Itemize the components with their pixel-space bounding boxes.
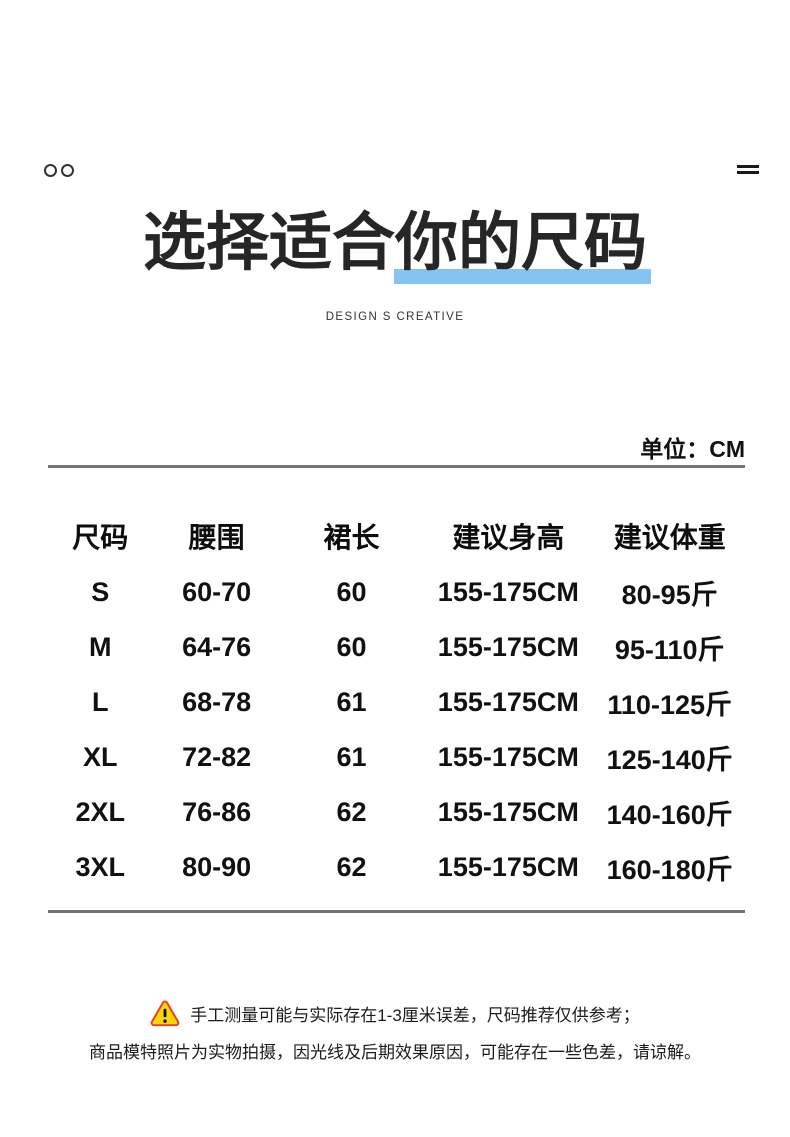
col-header-waist: 腰围	[188, 522, 245, 553]
col-header-length: 裙长	[323, 522, 380, 553]
table-row-s: S 60-70 60 155-175CM 80-95斤	[48, 565, 745, 620]
title-row: 选择适合你的尺码	[0, 201, 790, 285]
divider-top	[48, 465, 745, 468]
col-header-size: 尺码	[72, 522, 129, 553]
cell-waist: 68-78	[182, 687, 252, 717]
circle-icon	[44, 164, 57, 177]
page-title: 选择适合你的尺码	[143, 208, 647, 278]
cell-length: 62	[336, 797, 367, 827]
divider-bottom	[48, 910, 745, 913]
cell-weight: 95-110斤	[614, 635, 725, 665]
size-table: 尺码 腰围 裙长 建议身高 建议体重 S 60-70 60 155-175CM …	[48, 507, 745, 895]
note-line-1: 手工测量可能与实际存在1-3厘米误差，尺码推荐仅供参考；	[0, 1000, 790, 1027]
cell-waist: 76-86	[182, 797, 252, 827]
cell-waist: 72-82	[182, 742, 252, 772]
cell-size: L	[92, 687, 109, 717]
decor-dots	[44, 164, 74, 177]
cell-length: 61	[336, 742, 367, 772]
cell-height: 155-175CM	[437, 797, 579, 827]
title-wrap: 选择适合你的尺码	[143, 201, 651, 285]
cell-waist: 80-90	[182, 852, 252, 882]
subtitle: DESIGN S CREATIVE	[325, 311, 465, 323]
cell-height: 155-175CM	[437, 632, 579, 662]
cell-weight: 110-125斤	[607, 690, 732, 720]
cell-length: 60	[336, 632, 367, 662]
title-highlight-bar	[393, 269, 651, 284]
cell-size: XL	[83, 742, 118, 772]
cell-weight: 160-180斤	[606, 855, 733, 885]
cell-height: 155-175CM	[437, 852, 579, 882]
warning-triangle-icon	[150, 1000, 180, 1027]
cell-length: 61	[336, 687, 367, 717]
cell-size: M	[89, 632, 112, 662]
cell-weight: 140-160斤	[606, 800, 733, 830]
circle-icon	[61, 164, 74, 177]
unit-label: 单位：CM	[640, 436, 745, 462]
cell-size: 2XL	[75, 797, 126, 827]
footer-notes: 手工测量可能与实际存在1-3厘米误差，尺码推荐仅供参考； 商品模特照片为实物拍摄…	[0, 1000, 790, 1063]
cell-weight: 125-140斤	[606, 745, 733, 775]
cell-weight: 80-95斤	[621, 580, 718, 610]
table-header-row: 尺码 腰围 裙长 建议身高 建议体重	[48, 507, 745, 565]
col-header-weight: 建议体重	[613, 522, 726, 553]
note-text-2: 商品模特照片为实物拍摄，因光线及后期效果原因，可能存在一些色差，请谅解。	[89, 1043, 701, 1062]
cell-height: 155-175CM	[437, 742, 579, 772]
cell-size: 3XL	[75, 852, 126, 882]
note-text-1: 手工测量可能与实际存在1-3厘米误差，尺码推荐仅供参考；	[190, 1006, 640, 1025]
table-row-2xl: 2XL 76-86 62 155-175CM 140-160斤	[48, 785, 745, 840]
table-row-xl: XL 72-82 61 155-175CM 125-140斤	[48, 730, 745, 785]
cell-height: 155-175CM	[437, 687, 579, 717]
table-row-m: M 64-76 60 155-175CM 95-110斤	[48, 620, 745, 675]
cell-waist: 60-70	[182, 577, 252, 607]
col-header-height: 建议身高	[452, 522, 565, 553]
cell-height: 155-175CM	[437, 577, 579, 607]
cell-length: 60	[336, 577, 367, 607]
cell-size: S	[91, 577, 110, 607]
cell-length: 62	[336, 852, 367, 882]
table-row-3xl: 3XL 80-90 62 155-175CM 160-180斤	[48, 840, 745, 895]
table-row-l: L 68-78 61 155-175CM 110-125斤	[48, 675, 745, 730]
menu-lines-icon	[737, 165, 759, 174]
cell-waist: 64-76	[182, 632, 252, 662]
